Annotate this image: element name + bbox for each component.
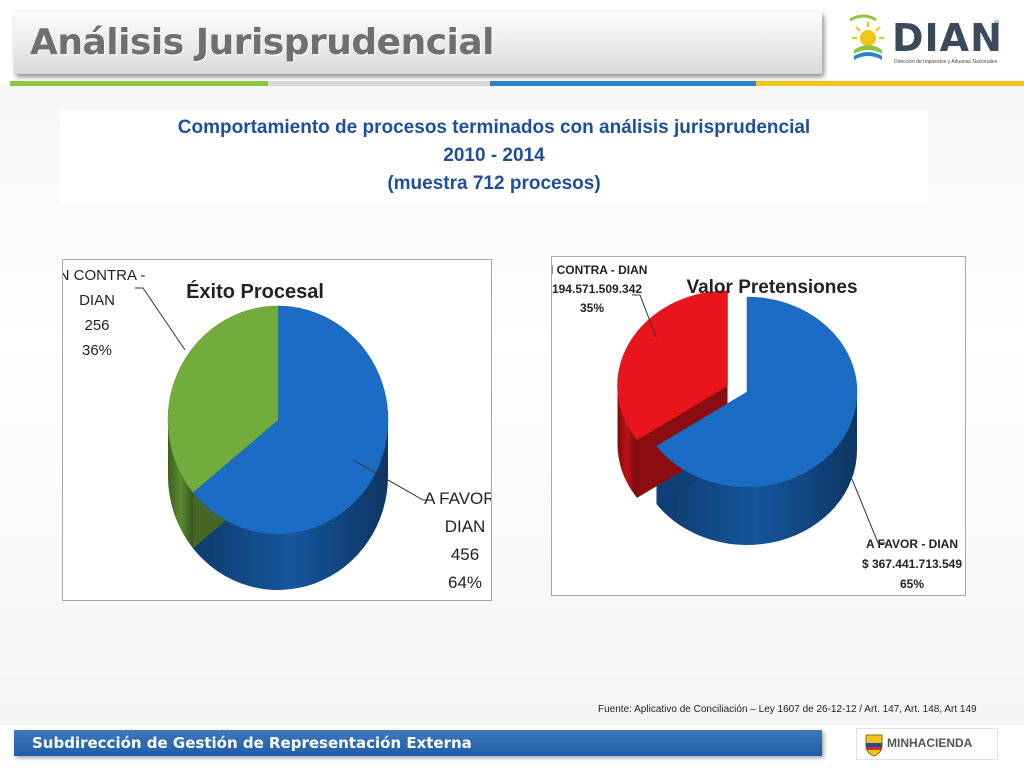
dian-logo: DIAN ® Dirección de Impuestos y Aduanas … — [846, 14, 1016, 72]
color-strip-blue — [490, 81, 756, 86]
data-label-a-favor: 64% — [448, 573, 482, 592]
logo-wordmark: DIAN — [892, 16, 1003, 60]
data-label-a-favor: 456 — [451, 545, 479, 564]
chart-exito-procesal: Éxito Procesal EN CONTRA - DIAN 256 36% A FAV… — [62, 259, 492, 601]
pie-slice-en-contra — [167, 305, 279, 493]
heading-line-3: (muestra 712 procesos) — [387, 173, 601, 194]
pie-slice-a-favor — [656, 296, 858, 488]
data-label-a-favor: A FAVOR - — [424, 489, 491, 508]
leader-line — [632, 294, 657, 338]
logo-subtitle: Dirección de Impuestos y Aduanas Naciona… — [894, 59, 998, 65]
leader-line — [135, 287, 186, 351]
pie-chart-valor-pretensiones: Valor Pretensiones EN CONTRA - DIAN $ 194.… — [552, 263, 962, 591]
data-label-a-favor: 65% — [900, 577, 924, 591]
minhacienda-logo: MINHACIENDA — [856, 728, 998, 760]
minhacienda-text: MINHACIENDA — [887, 736, 973, 750]
logo-registered-mark: ® — [994, 20, 1000, 27]
heading-line-1: Comportamiento de procesos terminados co… — [177, 117, 811, 138]
leader-line — [851, 478, 886, 544]
coat-of-arms-icon — [865, 734, 883, 757]
color-strip-gray — [268, 81, 490, 86]
slide-title: Análisis Jurisprudencial — [30, 22, 495, 63]
source-note: Fuente: Aplicativo de Conciliación – Ley… — [598, 704, 977, 715]
pie-slice-en-contra — [617, 290, 728, 441]
title-bar: Análisis Jurisprudencial — [14, 12, 822, 74]
footer-text: Subdirección de Gestión de Representació… — [32, 734, 472, 752]
chart-title: Valor Pretensiones — [686, 277, 857, 298]
color-strip-green — [10, 81, 268, 86]
data-label-a-favor: DIAN — [445, 517, 486, 536]
data-label-en-contra: 256 — [84, 317, 109, 334]
pie-slice-side — [168, 420, 194, 549]
chart-heading: Comportamiento de procesos terminados co… — [60, 110, 928, 202]
leader-line — [352, 459, 431, 501]
pie-chart-exito-procesal: Éxito Procesal EN CONTRA - DIAN 256 36% A FAV… — [63, 267, 491, 592]
data-label-en-contra: EN CONTRA - — [63, 267, 145, 284]
data-label-en-contra: EN CONTRA - DIAN — [552, 263, 647, 277]
chart-title: Éxito Procesal — [186, 280, 324, 303]
data-label-en-contra: 36% — [82, 342, 112, 359]
color-strip-yellow — [756, 81, 1024, 86]
pie-slice-side — [193, 420, 388, 590]
chart-valor-pretensiones: Valor Pretensiones EN CONTRA - DIAN $ 194.… — [551, 256, 966, 596]
footer-bar: Subdirección de Gestión de Representació… — [14, 730, 822, 756]
pie-slice-side — [656, 392, 857, 545]
pie-slice-a-favor — [192, 305, 389, 535]
data-label-a-favor: $ 367.441.713.549 — [862, 557, 962, 571]
data-label-en-contra: 35% — [580, 301, 604, 315]
dian-sun-icon — [849, 14, 884, 60]
data-label-en-contra: DIAN — [79, 292, 115, 309]
data-label-en-contra: $ 194.571.509.342 — [552, 282, 642, 296]
heading-line-2: 2010 - 2014 — [443, 145, 545, 166]
data-label-a-favor: A FAVOR - DIAN — [866, 537, 958, 551]
